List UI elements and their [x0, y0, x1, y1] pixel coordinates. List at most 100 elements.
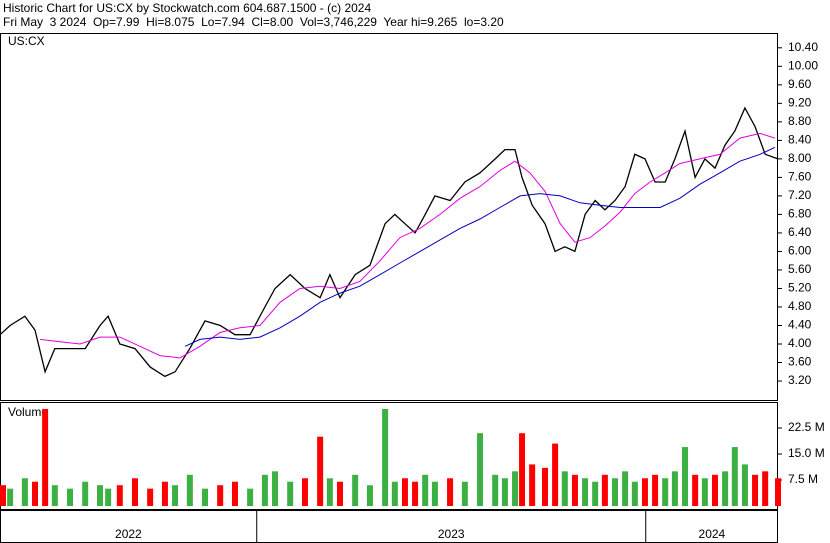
volume-bar	[0, 485, 6, 506]
volume-bar	[561, 471, 568, 506]
volume-bar	[202, 488, 209, 506]
volume-tick-label: 15.0 M	[788, 446, 825, 460]
volume-bar	[67, 488, 74, 506]
volume-bar	[51, 485, 58, 506]
volume-bar	[662, 478, 669, 506]
volume-bar	[512, 471, 519, 506]
volume-bar	[287, 481, 294, 506]
volume-bar	[261, 474, 268, 506]
chart-title: Historic Chart for US:CX by Stockwatch.c…	[3, 1, 371, 15]
volume-bar	[272, 471, 279, 506]
volume-bar	[571, 474, 578, 506]
x-year-label: 2023	[438, 527, 465, 541]
volume-bar	[382, 408, 389, 506]
y-tick-label: 9.60	[788, 77, 812, 91]
y-tick-label: 6.00	[788, 244, 812, 258]
y-tick-label: 3.60	[788, 355, 812, 369]
volume-bar	[722, 471, 729, 506]
volume-bar	[391, 481, 398, 506]
y-tick-label: 9.20	[788, 96, 812, 110]
volume-bar	[541, 467, 548, 506]
volume-bar	[82, 481, 89, 506]
volume-bar	[447, 478, 454, 506]
volume-bar	[422, 474, 429, 506]
symbol-label: US:CX	[8, 34, 45, 48]
volume-bar	[731, 447, 738, 506]
volume-bar	[652, 474, 659, 506]
volume-bar	[461, 481, 468, 506]
y-tick-label: 7.60	[788, 170, 812, 184]
volume-bar	[692, 474, 699, 506]
volume-bar	[612, 478, 619, 506]
volume-bar	[116, 485, 123, 506]
volume-bar	[582, 478, 589, 506]
y-tick-label: 10.00	[788, 58, 818, 72]
y-tick-label: 8.00	[788, 151, 812, 165]
volume-tick-label: 22.5 M	[788, 420, 825, 434]
volume-bar	[501, 478, 508, 506]
volume-bar	[701, 478, 708, 506]
volume-bar	[301, 478, 308, 506]
volume-bar	[336, 481, 343, 506]
volume-bar	[622, 471, 629, 506]
volume-bar	[431, 481, 438, 506]
chart-subtitle: Fri May 3 2024 Op=7.99 Hi=8.075 Lo=7.94 …	[3, 15, 504, 29]
y-tick-label: 6.40	[788, 225, 812, 239]
volume-label: Volume	[8, 405, 48, 419]
volume-bar	[96, 485, 103, 506]
volume-bar	[412, 481, 419, 506]
moving-average-line	[40, 132, 776, 359]
volume-bar	[217, 485, 224, 506]
y-tick-label: 4.00	[788, 336, 812, 350]
volume-bar	[247, 488, 254, 506]
volume-bar	[42, 408, 49, 506]
y-tick-label: 4.80	[788, 299, 812, 313]
volume-bar	[592, 481, 599, 506]
volume-bar	[401, 478, 408, 506]
y-tick-label: 8.80	[788, 114, 812, 128]
volume-bar	[105, 488, 112, 506]
volume-bar	[161, 481, 168, 506]
y-tick-label: 10.40	[788, 40, 818, 54]
volume-bar	[775, 478, 781, 506]
x-year-label: 2022	[115, 527, 142, 541]
volume-panel	[0, 402, 778, 510]
volume-bar	[21, 478, 28, 506]
volume-bar	[366, 485, 373, 506]
y-tick-label: 8.40	[788, 133, 812, 147]
volume-bar	[529, 464, 536, 506]
y-tick-label: 3.20	[788, 373, 812, 387]
y-tick-label: 5.20	[788, 281, 812, 295]
volume-bar	[186, 474, 193, 506]
volume-bar	[641, 478, 648, 506]
volume-bar	[762, 471, 769, 506]
price-line	[0, 106, 779, 378]
y-tick-label: 6.80	[788, 207, 812, 221]
volume-bar	[519, 433, 526, 506]
volume-bar	[231, 481, 238, 506]
volume-bar	[752, 474, 759, 506]
volume-bar	[711, 474, 718, 506]
volume-bar	[352, 474, 359, 506]
volume-bar	[172, 485, 179, 506]
price-panel	[0, 33, 778, 401]
y-tick-label: 4.40	[788, 318, 812, 332]
y-tick-label: 5.60	[788, 262, 812, 276]
volume-bar	[7, 488, 14, 506]
volume-bar	[601, 474, 608, 506]
volume-bar	[477, 433, 484, 506]
volume-bar	[32, 481, 39, 506]
volume-bar	[147, 488, 154, 506]
volume-bar	[552, 443, 559, 506]
volume-bar	[671, 471, 678, 506]
volume-bar	[317, 436, 324, 506]
volume-bar	[741, 464, 748, 506]
x-year-label: 2024	[699, 527, 726, 541]
volume-bar	[631, 481, 638, 506]
volume-bar	[131, 478, 138, 506]
volume-bar	[326, 478, 333, 506]
volume-bar	[492, 474, 499, 506]
moving-average-line	[184, 146, 776, 347]
